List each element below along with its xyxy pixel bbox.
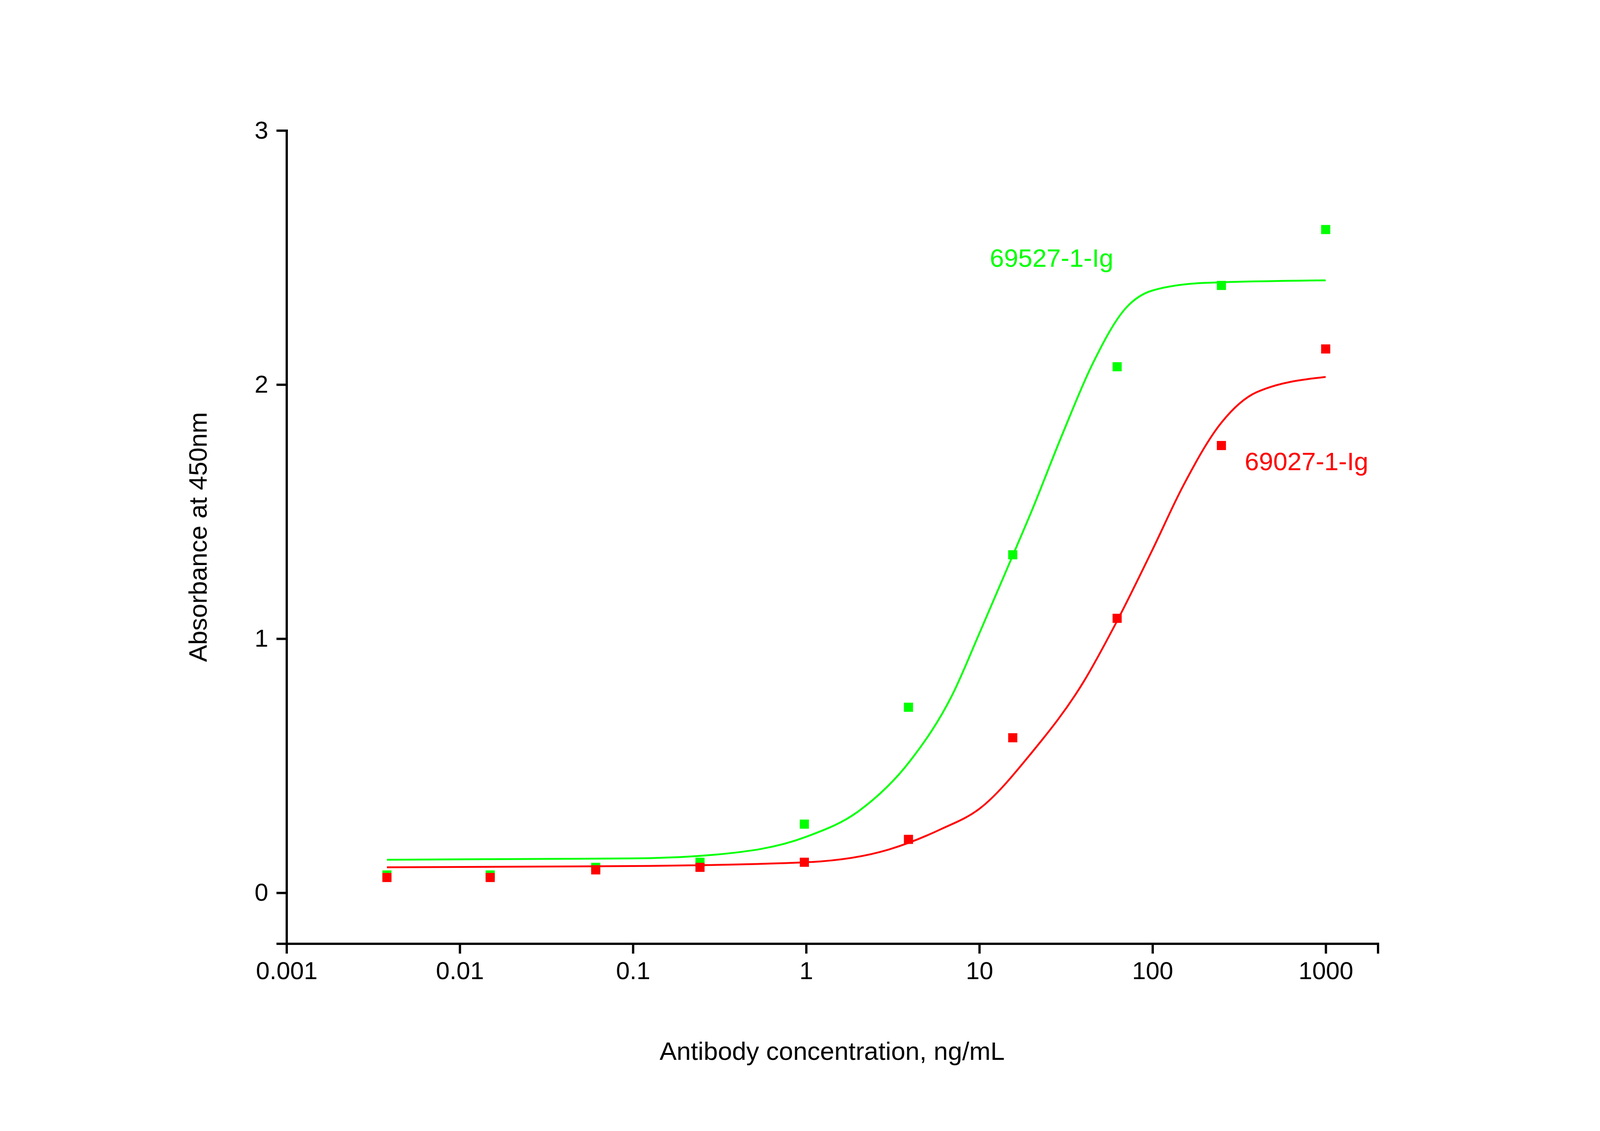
x-axis: 0.001 0.01 0.1 1 10 100 1000	[255, 943, 1379, 985]
axis-line	[286, 944, 1379, 955]
tick-mark	[805, 943, 808, 954]
y-axis-title: Absorbance at 450nm	[183, 412, 213, 663]
tick-mark	[276, 637, 287, 641]
tick: 0.001	[255, 943, 318, 985]
tick-label: 0	[254, 878, 269, 907]
fit-line	[386, 280, 1326, 860]
axis-line	[276, 130, 287, 945]
tick: 1000	[1298, 943, 1354, 985]
tick-label: 1000	[1298, 957, 1354, 985]
x-axis-title: Antibody concentration, ng/mL	[659, 1037, 1005, 1066]
tick-label: 1	[799, 957, 814, 985]
tick: 100	[1132, 943, 1174, 985]
series-label: 69527-1-Ig	[990, 243, 1114, 273]
tick-label: 0.001	[255, 957, 318, 985]
data-point	[1321, 344, 1331, 354]
tick-mark	[458, 943, 462, 954]
tick-label: 10	[965, 957, 994, 985]
tick: 0	[254, 878, 287, 907]
tick: 0.01	[436, 943, 485, 985]
tick: 1	[799, 943, 814, 985]
tick-mark	[978, 943, 981, 954]
data-point	[1112, 362, 1122, 372]
tick-mark	[1151, 943, 1154, 954]
tick: 3	[254, 116, 287, 144]
tick-label: 3	[254, 116, 269, 144]
fit-line	[386, 376, 1326, 868]
data-point	[799, 819, 809, 829]
data-point	[1216, 441, 1226, 451]
tick-mark	[276, 892, 287, 895]
tick-label: 100	[1132, 957, 1174, 985]
data-point	[382, 873, 392, 883]
chart: 0.001 0.01 0.1 1 10 100 1000 0 1 2 3 Antibody conce…	[0, 0, 1600, 1131]
data-point	[1008, 733, 1018, 743]
tick: 2	[254, 370, 287, 398]
tick-mark	[276, 383, 287, 386]
tick: 1	[254, 624, 287, 652]
tick-mark	[276, 129, 287, 132]
tick-mark	[285, 943, 288, 954]
tick: 10	[965, 943, 994, 985]
y-axis: 0 1 2 3	[254, 116, 287, 945]
tick-label: 0.01	[436, 957, 485, 985]
tick-mark	[631, 943, 635, 954]
tick-label: 0.1	[615, 957, 651, 985]
data-point	[1321, 224, 1331, 235]
tick-mark	[1324, 943, 1328, 954]
data-point	[695, 863, 705, 873]
plot-area	[382, 224, 1331, 883]
tick-label: 2	[254, 370, 269, 398]
data-point	[903, 703, 913, 713]
data-point	[485, 873, 495, 883]
tick-label: 1	[254, 624, 269, 652]
tick: 0.1	[615, 943, 651, 985]
series-label: 69027-1-Ig	[1244, 447, 1369, 476]
